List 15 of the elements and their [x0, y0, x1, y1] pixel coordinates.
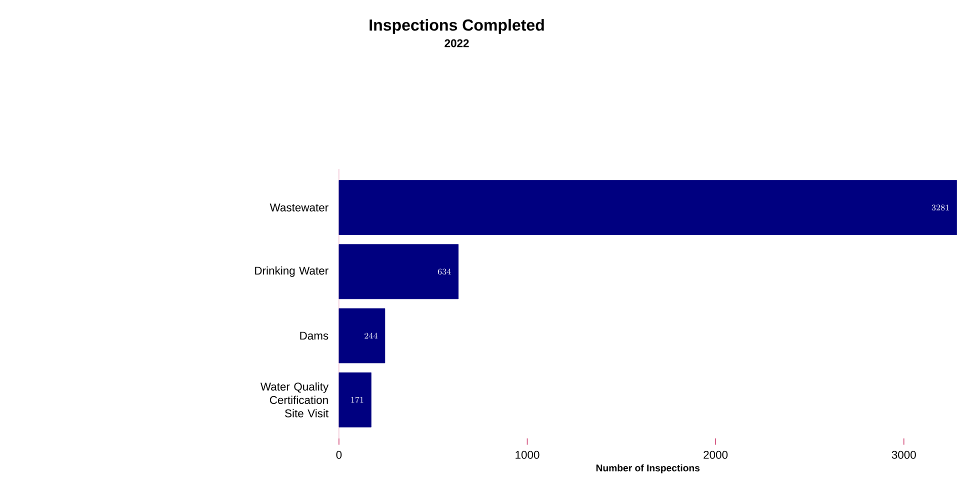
x-tick-label: 1000 [516, 450, 540, 459]
x-tick-label: 0 [336, 450, 342, 459]
chart-title: Inspections Completed [370, 18, 544, 34]
x-tick-label: 3000 [892, 450, 916, 459]
chart-subtitle: 2022 [444, 39, 469, 48]
y-tick-label: Dams [300, 332, 328, 340]
y-tick-label: Drinking Water [255, 266, 328, 277]
y-tick-label: Wastewater [270, 204, 328, 212]
data-label: 3281 [932, 204, 949, 210]
data-label: 171 [351, 396, 364, 403]
x-axis-title: Number of Inspections [596, 464, 700, 474]
y-tick-label: Water Quality Certification Site Visit [260, 382, 329, 418]
x-tick-label: 2000 [704, 450, 728, 459]
data-label: 634 [438, 268, 451, 275]
data-label: 244 [364, 332, 378, 339]
